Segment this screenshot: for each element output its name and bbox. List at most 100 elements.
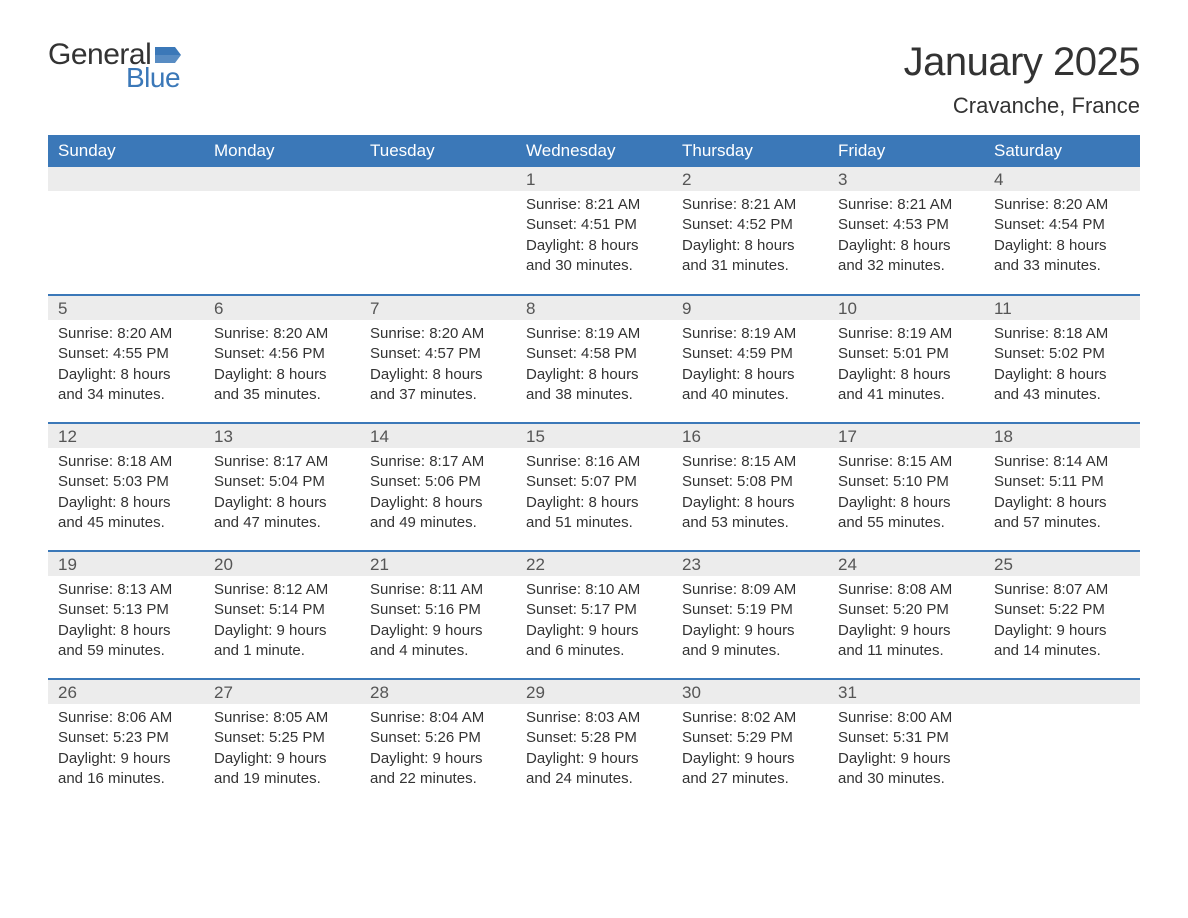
- calendar-day-cell: 27Sunrise: 8:05 AMSunset: 5:25 PMDayligh…: [204, 679, 360, 807]
- calendar-day-cell: 6Sunrise: 8:20 AMSunset: 4:56 PMDaylight…: [204, 295, 360, 423]
- sunrise-text: Sunrise: 8:03 AM: [526, 708, 662, 728]
- sunset-text: Sunset: 5:03 PM: [58, 472, 194, 492]
- daylight-text: Daylight: 8 hours: [682, 236, 818, 256]
- calendar-day-cell: 14Sunrise: 8:17 AMSunset: 5:06 PMDayligh…: [360, 423, 516, 551]
- daylight-text: and 43 minutes.: [994, 385, 1130, 405]
- daylight-text: Daylight: 8 hours: [58, 493, 194, 513]
- daylight-text: Daylight: 8 hours: [526, 493, 662, 513]
- day-number: 30: [672, 680, 828, 704]
- calendar-day-cell: 23Sunrise: 8:09 AMSunset: 5:19 PMDayligh…: [672, 551, 828, 679]
- day-number: 29: [516, 680, 672, 704]
- daylight-text: Daylight: 9 hours: [214, 621, 350, 641]
- calendar-day-cell: 19Sunrise: 8:13 AMSunset: 5:13 PMDayligh…: [48, 551, 204, 679]
- calendar-day-cell: 20Sunrise: 8:12 AMSunset: 5:14 PMDayligh…: [204, 551, 360, 679]
- sunset-text: Sunset: 5:06 PM: [370, 472, 506, 492]
- day-details: Sunrise: 8:05 AMSunset: 5:25 PMDaylight:…: [204, 704, 360, 799]
- day-details: Sunrise: 8:21 AMSunset: 4:52 PMDaylight:…: [672, 191, 828, 286]
- daylight-text: and 47 minutes.: [214, 513, 350, 533]
- sunrise-text: Sunrise: 8:05 AM: [214, 708, 350, 728]
- daylight-text: and 53 minutes.: [682, 513, 818, 533]
- calendar-day-cell: 12Sunrise: 8:18 AMSunset: 5:03 PMDayligh…: [48, 423, 204, 551]
- calendar-day-cell: 17Sunrise: 8:15 AMSunset: 5:10 PMDayligh…: [828, 423, 984, 551]
- daylight-text: and 37 minutes.: [370, 385, 506, 405]
- daylight-text: and 24 minutes.: [526, 769, 662, 789]
- sunset-text: Sunset: 5:08 PM: [682, 472, 818, 492]
- daylight-text: Daylight: 8 hours: [58, 621, 194, 641]
- day-number: 25: [984, 552, 1140, 576]
- calendar-day-cell: 28Sunrise: 8:04 AMSunset: 5:26 PMDayligh…: [360, 679, 516, 807]
- calendar-week-row: 5Sunrise: 8:20 AMSunset: 4:55 PMDaylight…: [48, 295, 1140, 423]
- sunset-text: Sunset: 4:58 PM: [526, 344, 662, 364]
- day-number: 2: [672, 167, 828, 191]
- sunset-text: Sunset: 4:57 PM: [370, 344, 506, 364]
- sunset-text: Sunset: 5:29 PM: [682, 728, 818, 748]
- daylight-text: Daylight: 9 hours: [214, 749, 350, 769]
- sunrise-text: Sunrise: 8:19 AM: [838, 324, 974, 344]
- sunrise-text: Sunrise: 8:19 AM: [682, 324, 818, 344]
- day-number: 11: [984, 296, 1140, 320]
- sunset-text: Sunset: 4:55 PM: [58, 344, 194, 364]
- day-number: 14: [360, 424, 516, 448]
- daylight-text: and 27 minutes.: [682, 769, 818, 789]
- sunrise-text: Sunrise: 8:21 AM: [526, 195, 662, 215]
- calendar-day-cell: 29Sunrise: 8:03 AMSunset: 5:28 PMDayligh…: [516, 679, 672, 807]
- sunset-text: Sunset: 5:22 PM: [994, 600, 1130, 620]
- day-details: Sunrise: 8:16 AMSunset: 5:07 PMDaylight:…: [516, 448, 672, 543]
- day-number: 22: [516, 552, 672, 576]
- calendar-day-cell: 2Sunrise: 8:21 AMSunset: 4:52 PMDaylight…: [672, 167, 828, 295]
- daylight-text: and 34 minutes.: [58, 385, 194, 405]
- sunset-text: Sunset: 5:19 PM: [682, 600, 818, 620]
- day-details: Sunrise: 8:11 AMSunset: 5:16 PMDaylight:…: [360, 576, 516, 671]
- sunrise-text: Sunrise: 8:15 AM: [838, 452, 974, 472]
- location-label: Cravanche, France: [904, 93, 1140, 119]
- daylight-text: Daylight: 8 hours: [58, 365, 194, 385]
- day-details: Sunrise: 8:18 AMSunset: 5:03 PMDaylight:…: [48, 448, 204, 543]
- sunset-text: Sunset: 5:11 PM: [994, 472, 1130, 492]
- daylight-text: and 41 minutes.: [838, 385, 974, 405]
- logo: General Blue: [48, 40, 181, 92]
- weekday-header: Friday: [828, 135, 984, 167]
- day-details: Sunrise: 8:03 AMSunset: 5:28 PMDaylight:…: [516, 704, 672, 799]
- day-number: 23: [672, 552, 828, 576]
- sunset-text: Sunset: 4:56 PM: [214, 344, 350, 364]
- daylight-text: Daylight: 9 hours: [526, 749, 662, 769]
- daylight-text: and 59 minutes.: [58, 641, 194, 661]
- daylight-text: Daylight: 8 hours: [994, 493, 1130, 513]
- sunrise-text: Sunrise: 8:16 AM: [526, 452, 662, 472]
- sunset-text: Sunset: 5:16 PM: [370, 600, 506, 620]
- day-number: [48, 167, 204, 191]
- sunset-text: Sunset: 4:53 PM: [838, 215, 974, 235]
- calendar-day-cell: 15Sunrise: 8:16 AMSunset: 5:07 PMDayligh…: [516, 423, 672, 551]
- calendar-day-cell: 1Sunrise: 8:21 AMSunset: 4:51 PMDaylight…: [516, 167, 672, 295]
- sunset-text: Sunset: 4:52 PM: [682, 215, 818, 235]
- calendar-day-cell: 26Sunrise: 8:06 AMSunset: 5:23 PMDayligh…: [48, 679, 204, 807]
- sunrise-text: Sunrise: 8:08 AM: [838, 580, 974, 600]
- daylight-text: and 22 minutes.: [370, 769, 506, 789]
- weekday-header: Sunday: [48, 135, 204, 167]
- sunrise-text: Sunrise: 8:15 AM: [682, 452, 818, 472]
- day-number: 31: [828, 680, 984, 704]
- daylight-text: Daylight: 9 hours: [682, 749, 818, 769]
- sunrise-text: Sunrise: 8:18 AM: [58, 452, 194, 472]
- daylight-text: and 16 minutes.: [58, 769, 194, 789]
- day-details: Sunrise: 8:15 AMSunset: 5:08 PMDaylight:…: [672, 448, 828, 543]
- day-number: 19: [48, 552, 204, 576]
- title-block: January 2025 Cravanche, France: [904, 40, 1140, 129]
- calendar-day-cell: 7Sunrise: 8:20 AMSunset: 4:57 PMDaylight…: [360, 295, 516, 423]
- sunrise-text: Sunrise: 8:21 AM: [838, 195, 974, 215]
- daylight-text: Daylight: 9 hours: [994, 621, 1130, 641]
- sunset-text: Sunset: 5:02 PM: [994, 344, 1130, 364]
- daylight-text: Daylight: 8 hours: [682, 365, 818, 385]
- day-details: Sunrise: 8:21 AMSunset: 4:51 PMDaylight:…: [516, 191, 672, 286]
- day-number: 3: [828, 167, 984, 191]
- calendar-day-cell: 9Sunrise: 8:19 AMSunset: 4:59 PMDaylight…: [672, 295, 828, 423]
- calendar-week-row: 12Sunrise: 8:18 AMSunset: 5:03 PMDayligh…: [48, 423, 1140, 551]
- day-number: 24: [828, 552, 984, 576]
- day-details: Sunrise: 8:20 AMSunset: 4:54 PMDaylight:…: [984, 191, 1140, 286]
- day-number: 13: [204, 424, 360, 448]
- calendar-day-cell: [984, 679, 1140, 807]
- daylight-text: and 11 minutes.: [838, 641, 974, 661]
- daylight-text: and 38 minutes.: [526, 385, 662, 405]
- daylight-text: and 1 minute.: [214, 641, 350, 661]
- calendar-day-cell: [204, 167, 360, 295]
